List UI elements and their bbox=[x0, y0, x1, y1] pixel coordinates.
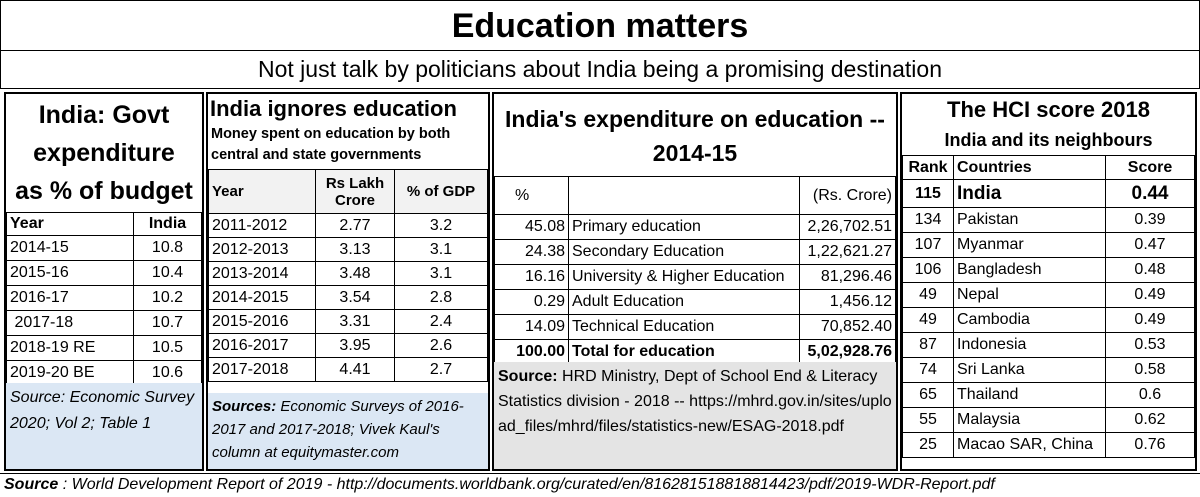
table-row: 115 India 0.44 bbox=[902, 179, 1195, 208]
column-header-rs-crore: (Rs. Crore) bbox=[798, 176, 897, 215]
panel3-title: India's expenditure on education -- 2014… bbox=[505, 106, 885, 166]
table-row: 45.08 Primary education 2,26,702.51 bbox=[494, 214, 897, 240]
column-header-pct: % bbox=[494, 176, 569, 215]
table-row: 2012-2013 3.13 3.1 bbox=[208, 237, 488, 262]
panel3-table: % (Rs. Crore) 45.08 Primary education 2,26… bbox=[494, 176, 897, 365]
table-row: 2016-17 10.2 bbox=[6, 285, 202, 311]
table-row: 106 Bangladesh 0.48 bbox=[902, 257, 1195, 283]
panel4-title: The HCI score 2018 bbox=[947, 97, 1150, 122]
panel4-table: Rank Countries Score 115 India 0.44 134 Pak… bbox=[902, 155, 1195, 458]
table-row: 2018-19 RE 10.5 bbox=[6, 335, 202, 361]
table-row: 107 Myanmar 0.47 bbox=[902, 232, 1195, 258]
panel2-title: India ignores education bbox=[210, 96, 457, 121]
total-row: 100.00 Total for education 5,02,928.76 bbox=[494, 339, 897, 365]
table-row: 74 Sri Lanka 0.58 bbox=[902, 357, 1195, 383]
footer-source: Source : World Development Report of 201… bbox=[0, 473, 1200, 497]
table-row: 49 Cambodia 0.49 bbox=[902, 307, 1195, 333]
column-header-category bbox=[568, 176, 800, 215]
panel2-source: Sources: Economic Surveys of 2016-2017 a… bbox=[208, 393, 488, 469]
table-row: 55 Malaysia 0.62 bbox=[902, 407, 1195, 433]
table-row: 14.09 Technical Education 70,852.40 bbox=[494, 314, 897, 340]
table-row: 134 Pakistan 0.39 bbox=[902, 207, 1195, 233]
table-row: 24.38 Secondary Education 1,22,621.27 bbox=[494, 239, 897, 265]
panel-hci-score: The HCI score 2018 India and its neighbo… bbox=[900, 92, 1197, 471]
table-row: 87 Indonesia 0.53 bbox=[902, 332, 1195, 358]
panel-govt-expenditure: India: Govt expenditure as % of budget Y… bbox=[4, 92, 204, 471]
panel1-source: Source: Economic Survey 2020; Vol 2; Tab… bbox=[6, 383, 202, 469]
panel3-source: Source: HRD Ministry, Dept of School End… bbox=[494, 362, 896, 469]
table-row: 2016-2017 3.95 2.6 bbox=[208, 333, 488, 358]
panel4-subtitle: India and its neighbours bbox=[944, 130, 1153, 150]
panel2-subtitle: Money spent on education by both central… bbox=[211, 126, 451, 163]
table-row: 2014-2015 3.54 2.8 bbox=[208, 285, 488, 310]
panel-expenditure-2014-15: India's expenditure on education -- 2014… bbox=[492, 92, 898, 471]
panel1-title: India: Govt expenditure as % of budget bbox=[15, 101, 193, 205]
column-header-score: Score bbox=[1105, 155, 1195, 180]
table-row: 2015-2016 3.31 2.4 bbox=[208, 309, 488, 334]
table-row: 2019-20 BE 10.6 bbox=[6, 360, 202, 386]
panel-india-ignores-education: India ignores education Money spent on e… bbox=[206, 92, 490, 471]
column-header-india: India bbox=[133, 212, 202, 236]
table-row: 2017-18 10.7 bbox=[6, 310, 202, 336]
column-header-year: Year bbox=[208, 169, 316, 214]
table-row: 2017-2018 4.41 2.7 bbox=[208, 357, 488, 382]
column-header-countries: Countries bbox=[953, 155, 1106, 180]
table-row: 0.29 Adult Education 1,456.12 bbox=[494, 289, 897, 315]
table-row: 2015-16 10.4 bbox=[6, 260, 202, 286]
column-header-year: Year bbox=[6, 212, 134, 236]
column-header-pct-gdp: % of GDP bbox=[394, 169, 488, 214]
table-row: 25 Macao SAR, China 0.76 bbox=[902, 432, 1195, 458]
panel2-table: Year Rs Lakh Crore % of GDP 2011-2012 2.7… bbox=[208, 169, 488, 382]
table-row: 16.16 University & Higher Education 81,296… bbox=[494, 264, 897, 290]
column-header-rs-lakh-crore: Rs Lakh Crore bbox=[315, 169, 395, 214]
column-header-rank: Rank bbox=[902, 155, 954, 180]
table-row: 2013-2014 3.48 3.1 bbox=[208, 261, 488, 286]
panel1-table: Year India 2014-15 10.8 2015-16 10.4 2016-… bbox=[6, 212, 202, 386]
page-subtitle: Not just talk by politicians about India… bbox=[0, 51, 1200, 89]
page-title: Education matters bbox=[0, 0, 1200, 51]
table-row: 49 Nepal 0.49 bbox=[902, 282, 1195, 308]
table-row: 2014-15 10.8 bbox=[6, 235, 202, 261]
table-row: 2011-2012 2.77 3.2 bbox=[208, 213, 488, 238]
table-row: 65 Thailand 0.6 bbox=[902, 382, 1195, 408]
